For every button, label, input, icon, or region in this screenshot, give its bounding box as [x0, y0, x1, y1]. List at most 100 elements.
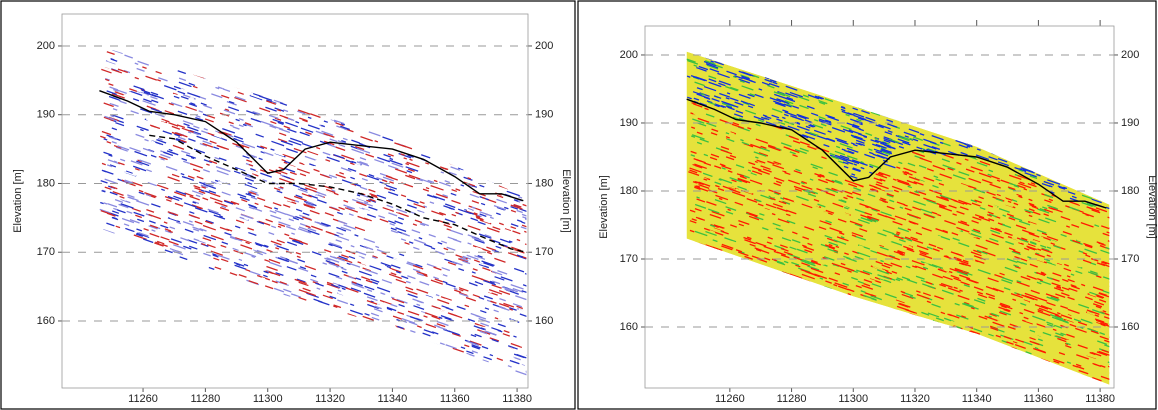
y2-tick-label: 190: [535, 109, 553, 121]
texture-stroke: [1029, 59, 1033, 60]
texture-stroke: [453, 364, 463, 367]
texture-stroke: [872, 75, 883, 79]
texture-stroke: [292, 369, 301, 372]
radargram-texture: [99, 46, 537, 380]
texture-stroke: [246, 376, 258, 380]
texture-stroke: [289, 98, 299, 101]
texture-stroke: [154, 346, 163, 349]
texture-stroke: [236, 59, 244, 62]
texture-stroke: [221, 285, 229, 288]
texture-stroke: [427, 50, 440, 54]
texture-stroke: [782, 300, 788, 302]
texture-stroke: [750, 380, 762, 384]
y2-tick-label: 160: [535, 315, 553, 327]
texture-stroke: [499, 132, 502, 133]
texture-stroke: [133, 322, 143, 325]
texture-stroke: [492, 164, 503, 168]
texture-stroke: [315, 312, 320, 314]
texture-stroke: [707, 294, 713, 296]
texture-stroke: [1072, 157, 1077, 159]
texture-stroke: [465, 98, 471, 100]
texture-stroke: [237, 293, 246, 296]
texture-stroke: [231, 72, 240, 75]
texture-stroke: [793, 383, 800, 385]
texture-stroke: [213, 364, 219, 366]
texture-stroke: [1079, 103, 1086, 105]
texture-stroke: [210, 339, 222, 343]
texture-stroke: [750, 329, 758, 332]
texture-stroke: [481, 137, 487, 139]
texture-stroke: [522, 112, 529, 114]
texture-stroke: [421, 124, 431, 128]
texture-stroke: [458, 86, 463, 88]
texture-stroke: [412, 376, 417, 378]
texture-stroke: [513, 107, 525, 111]
texture-stroke: [1041, 365, 1049, 368]
texture-stroke: [378, 61, 385, 63]
texture-stroke: [134, 304, 142, 307]
texture-stroke: [285, 350, 289, 352]
texture-stroke: [760, 345, 772, 349]
texture-stroke: [182, 295, 188, 297]
texture-stroke: [982, 115, 989, 118]
texture-stroke: [436, 53, 443, 55]
texture-stroke: [1014, 376, 1019, 378]
texture-stroke: [517, 124, 528, 128]
texture-stroke: [1100, 124, 1105, 126]
texture-stroke: [1012, 369, 1018, 371]
texture-stroke: [883, 89, 889, 91]
texture-stroke: [237, 293, 247, 296]
texture-stroke: [354, 375, 363, 378]
texture-stroke: [1097, 105, 1109, 109]
texture-stroke: [314, 365, 319, 367]
texture-stroke: [120, 355, 132, 359]
texture-stroke: [447, 137, 460, 141]
texture-stroke: [1077, 383, 1089, 387]
texture-stroke: [372, 66, 382, 70]
texture-stroke: [469, 55, 481, 59]
texture-stroke: [485, 65, 491, 67]
texture-stroke: [768, 293, 781, 297]
texture-stroke: [120, 267, 129, 270]
texture-stroke: [432, 108, 436, 109]
texture-stroke: [122, 363, 135, 367]
texture-stroke: [297, 359, 309, 363]
texture-stroke: [435, 68, 444, 71]
texture-stroke: [139, 313, 151, 317]
texture-stroke: [1058, 125, 1065, 127]
texture-stroke: [326, 339, 338, 343]
texture-stroke: [719, 346, 729, 349]
texture-stroke: [706, 280, 712, 282]
texture-stroke: [396, 124, 406, 128]
texture-stroke: [428, 65, 437, 68]
texture-stroke: [133, 279, 142, 282]
texture-stroke: [1088, 65, 1092, 66]
texture-stroke: [327, 60, 339, 64]
texture-stroke: [986, 90, 994, 93]
texture-stroke: [382, 349, 389, 351]
texture-stroke: [499, 56, 509, 59]
texture-stroke: [321, 352, 332, 356]
texture-stroke: [207, 335, 211, 337]
texture-stroke: [439, 79, 443, 80]
texture-stroke: [344, 344, 347, 345]
texture-stroke: [1095, 61, 1103, 64]
texture-stroke: [963, 74, 973, 77]
texture-stroke: [792, 322, 803, 326]
texture-stroke: [452, 373, 459, 375]
texture-stroke: [701, 284, 710, 287]
texture-stroke: [177, 261, 185, 264]
texture-stroke: [221, 306, 225, 307]
texture-stroke: [229, 79, 238, 82]
texture-stroke: [502, 142, 508, 144]
texture-stroke: [1009, 368, 1014, 370]
texture-stroke: [450, 48, 462, 52]
texture-stroke: [435, 92, 440, 94]
texture-stroke: [324, 374, 332, 377]
texture-stroke: [889, 328, 902, 332]
texture-stroke: [118, 293, 121, 294]
texture-stroke: [121, 335, 130, 338]
texture-stroke: [446, 67, 450, 69]
texture-stroke: [706, 296, 716, 299]
texture-stroke: [205, 50, 214, 53]
